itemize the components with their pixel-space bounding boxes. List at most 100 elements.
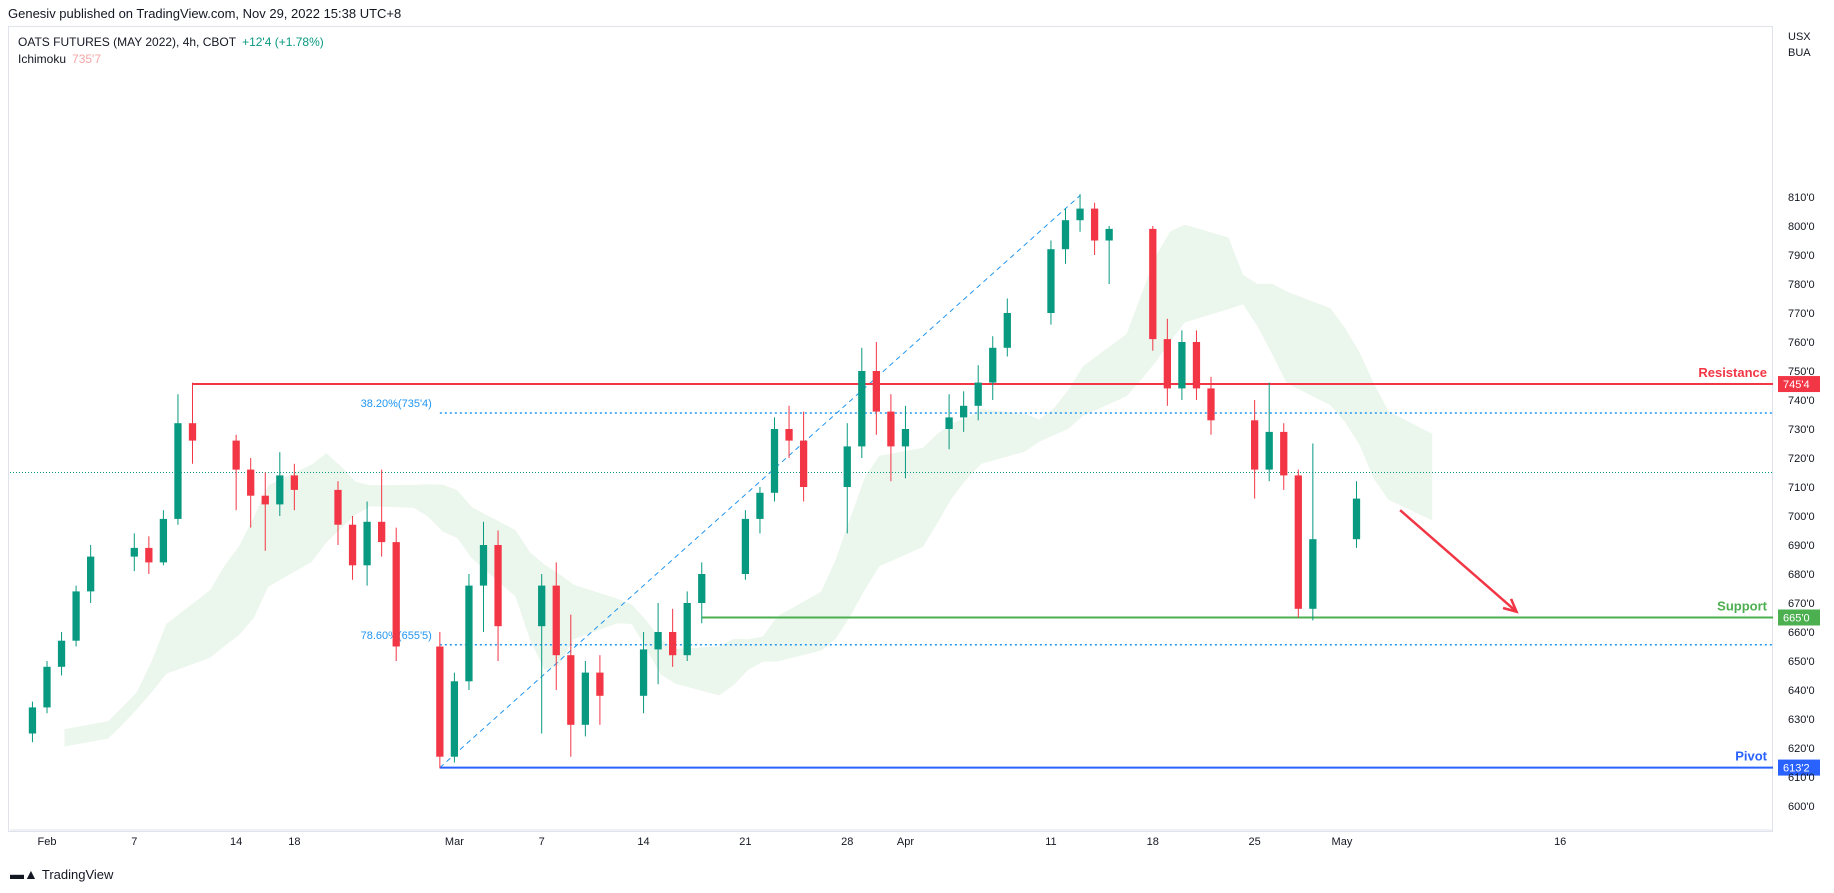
candle-body xyxy=(1178,342,1186,389)
candle-body xyxy=(72,591,80,641)
candle-body xyxy=(159,518,168,563)
symbol-title: OATS FUTURES (MAY 2022), 4h, CBOT xyxy=(18,35,237,49)
y-tick-label: 640'0 xyxy=(1788,685,1815,697)
candle-body xyxy=(669,632,677,656)
candle-body xyxy=(538,585,546,627)
x-tick-label: 7 xyxy=(131,836,137,848)
candle-body xyxy=(1047,249,1055,313)
y-tick-label: 710'0 xyxy=(1788,482,1815,494)
candle-body xyxy=(843,446,851,487)
candle-body xyxy=(654,632,662,650)
y-tick-label: 660'0 xyxy=(1788,627,1815,639)
candle-body xyxy=(552,585,560,656)
candle-body xyxy=(43,666,51,708)
indicator-name[interactable]: Ichimoku xyxy=(18,52,67,66)
candle-body xyxy=(494,545,502,627)
y-tick-label: 790'0 xyxy=(1788,250,1815,262)
x-tick-label: 7 xyxy=(539,836,545,848)
level-price-label: 665'0 xyxy=(1783,613,1810,625)
candle-body xyxy=(174,423,182,519)
candle-body xyxy=(145,547,153,563)
indicator-value: 735'7 xyxy=(72,52,102,66)
candle-body xyxy=(887,411,895,447)
candle-body xyxy=(581,672,589,725)
candle-body xyxy=(334,489,342,525)
candle-body xyxy=(1294,475,1302,609)
level-price-label: 613'2 xyxy=(1783,763,1810,775)
candle-body xyxy=(28,707,37,734)
axes: 600'0 610'0 620'0 630'0 640'0 650'0 660'0 670'0… xyxy=(10,31,1815,848)
candle-body xyxy=(247,469,255,496)
ichimoku-cloud xyxy=(64,224,1433,747)
candle-body xyxy=(392,542,400,647)
unit-label: BUA xyxy=(1788,47,1811,59)
candle-body xyxy=(1309,539,1317,609)
candle-body xyxy=(378,521,386,543)
levels: 38.20%(735'4)78.60%(655'5)Resistance745'… xyxy=(10,195,1820,776)
x-tick-label: Mar xyxy=(445,836,464,848)
candle-body xyxy=(799,440,808,487)
level-price-label: 745'4 xyxy=(1783,379,1810,391)
fib-trend-line xyxy=(439,195,1081,768)
candle-body xyxy=(974,382,982,406)
annotations xyxy=(1399,509,1519,614)
candle-body xyxy=(1352,498,1361,540)
y-tick-label: 610'0 xyxy=(1788,772,1815,784)
x-tick-label: 18 xyxy=(288,836,300,848)
x-tick-label: 18 xyxy=(1147,836,1159,848)
candle-body xyxy=(858,371,866,447)
publisher-header: Genesiv published on TradingView.com, No… xyxy=(8,6,402,21)
ichimoku-cloud-area xyxy=(64,224,1433,747)
candle-body xyxy=(450,681,459,757)
candle-body xyxy=(363,521,371,566)
y-tick-label: 770'0 xyxy=(1788,308,1815,320)
candle-body xyxy=(960,405,968,418)
footer: ▬▲ TradingView xyxy=(10,866,113,882)
candles xyxy=(28,194,1361,769)
candle-body xyxy=(479,545,488,586)
candle-body xyxy=(756,492,764,519)
candle-body xyxy=(1149,228,1157,340)
candle-body xyxy=(1265,431,1273,470)
candle-body xyxy=(741,518,750,574)
level-name-pivot: Pivot xyxy=(1735,749,1767,764)
forecast-arrow xyxy=(1399,509,1518,613)
x-tick-label: 16 xyxy=(1554,836,1566,848)
candle-body xyxy=(1061,220,1070,250)
candle-body xyxy=(1105,228,1113,241)
candle-body xyxy=(130,547,138,557)
candle-body xyxy=(639,649,648,696)
candle-body xyxy=(1163,339,1171,389)
x-tick-label: 14 xyxy=(637,836,649,848)
y-tick-label: 730'0 xyxy=(1788,424,1815,436)
y-tick-label: 760'0 xyxy=(1788,337,1815,349)
y-tick-label: 800'0 xyxy=(1788,221,1815,233)
x-tick-label: May xyxy=(1332,836,1353,848)
candle-body xyxy=(785,429,793,441)
x-tick-label: 14 xyxy=(230,836,242,848)
y-tick-label: 750'0 xyxy=(1788,366,1815,378)
candle-body xyxy=(596,672,604,696)
price-change: +12'4 (+1.78%) xyxy=(242,35,324,49)
candle-body xyxy=(1192,342,1201,389)
candle-body xyxy=(945,417,953,429)
brand-name[interactable]: TradingView xyxy=(41,866,114,882)
tradingview-logo-icon[interactable]: ▬▲ xyxy=(10,866,38,882)
fib-level-label: 38.20%(735'4) xyxy=(361,398,432,410)
candle-body xyxy=(698,574,706,603)
y-tick-label: 620'0 xyxy=(1788,743,1815,755)
currency-label: USX xyxy=(1788,31,1811,43)
candle-body xyxy=(1090,208,1099,241)
candle-body xyxy=(989,347,997,383)
y-tick-label: 680'0 xyxy=(1788,569,1815,581)
y-tick-label: 670'0 xyxy=(1788,598,1815,610)
forecast-arrow-head xyxy=(1502,598,1519,614)
chart-legend: OATS FUTURES (MAY 2022), 4h, CBOT +12'4 (… xyxy=(18,34,324,68)
y-tick-label: 700'0 xyxy=(1788,511,1815,523)
level-name-support: Support xyxy=(1717,599,1767,614)
x-tick-label: 11 xyxy=(1045,836,1056,848)
y-tick-label: 630'0 xyxy=(1788,714,1815,726)
candle-body xyxy=(465,585,473,682)
y-tick-label: 650'0 xyxy=(1788,656,1815,668)
